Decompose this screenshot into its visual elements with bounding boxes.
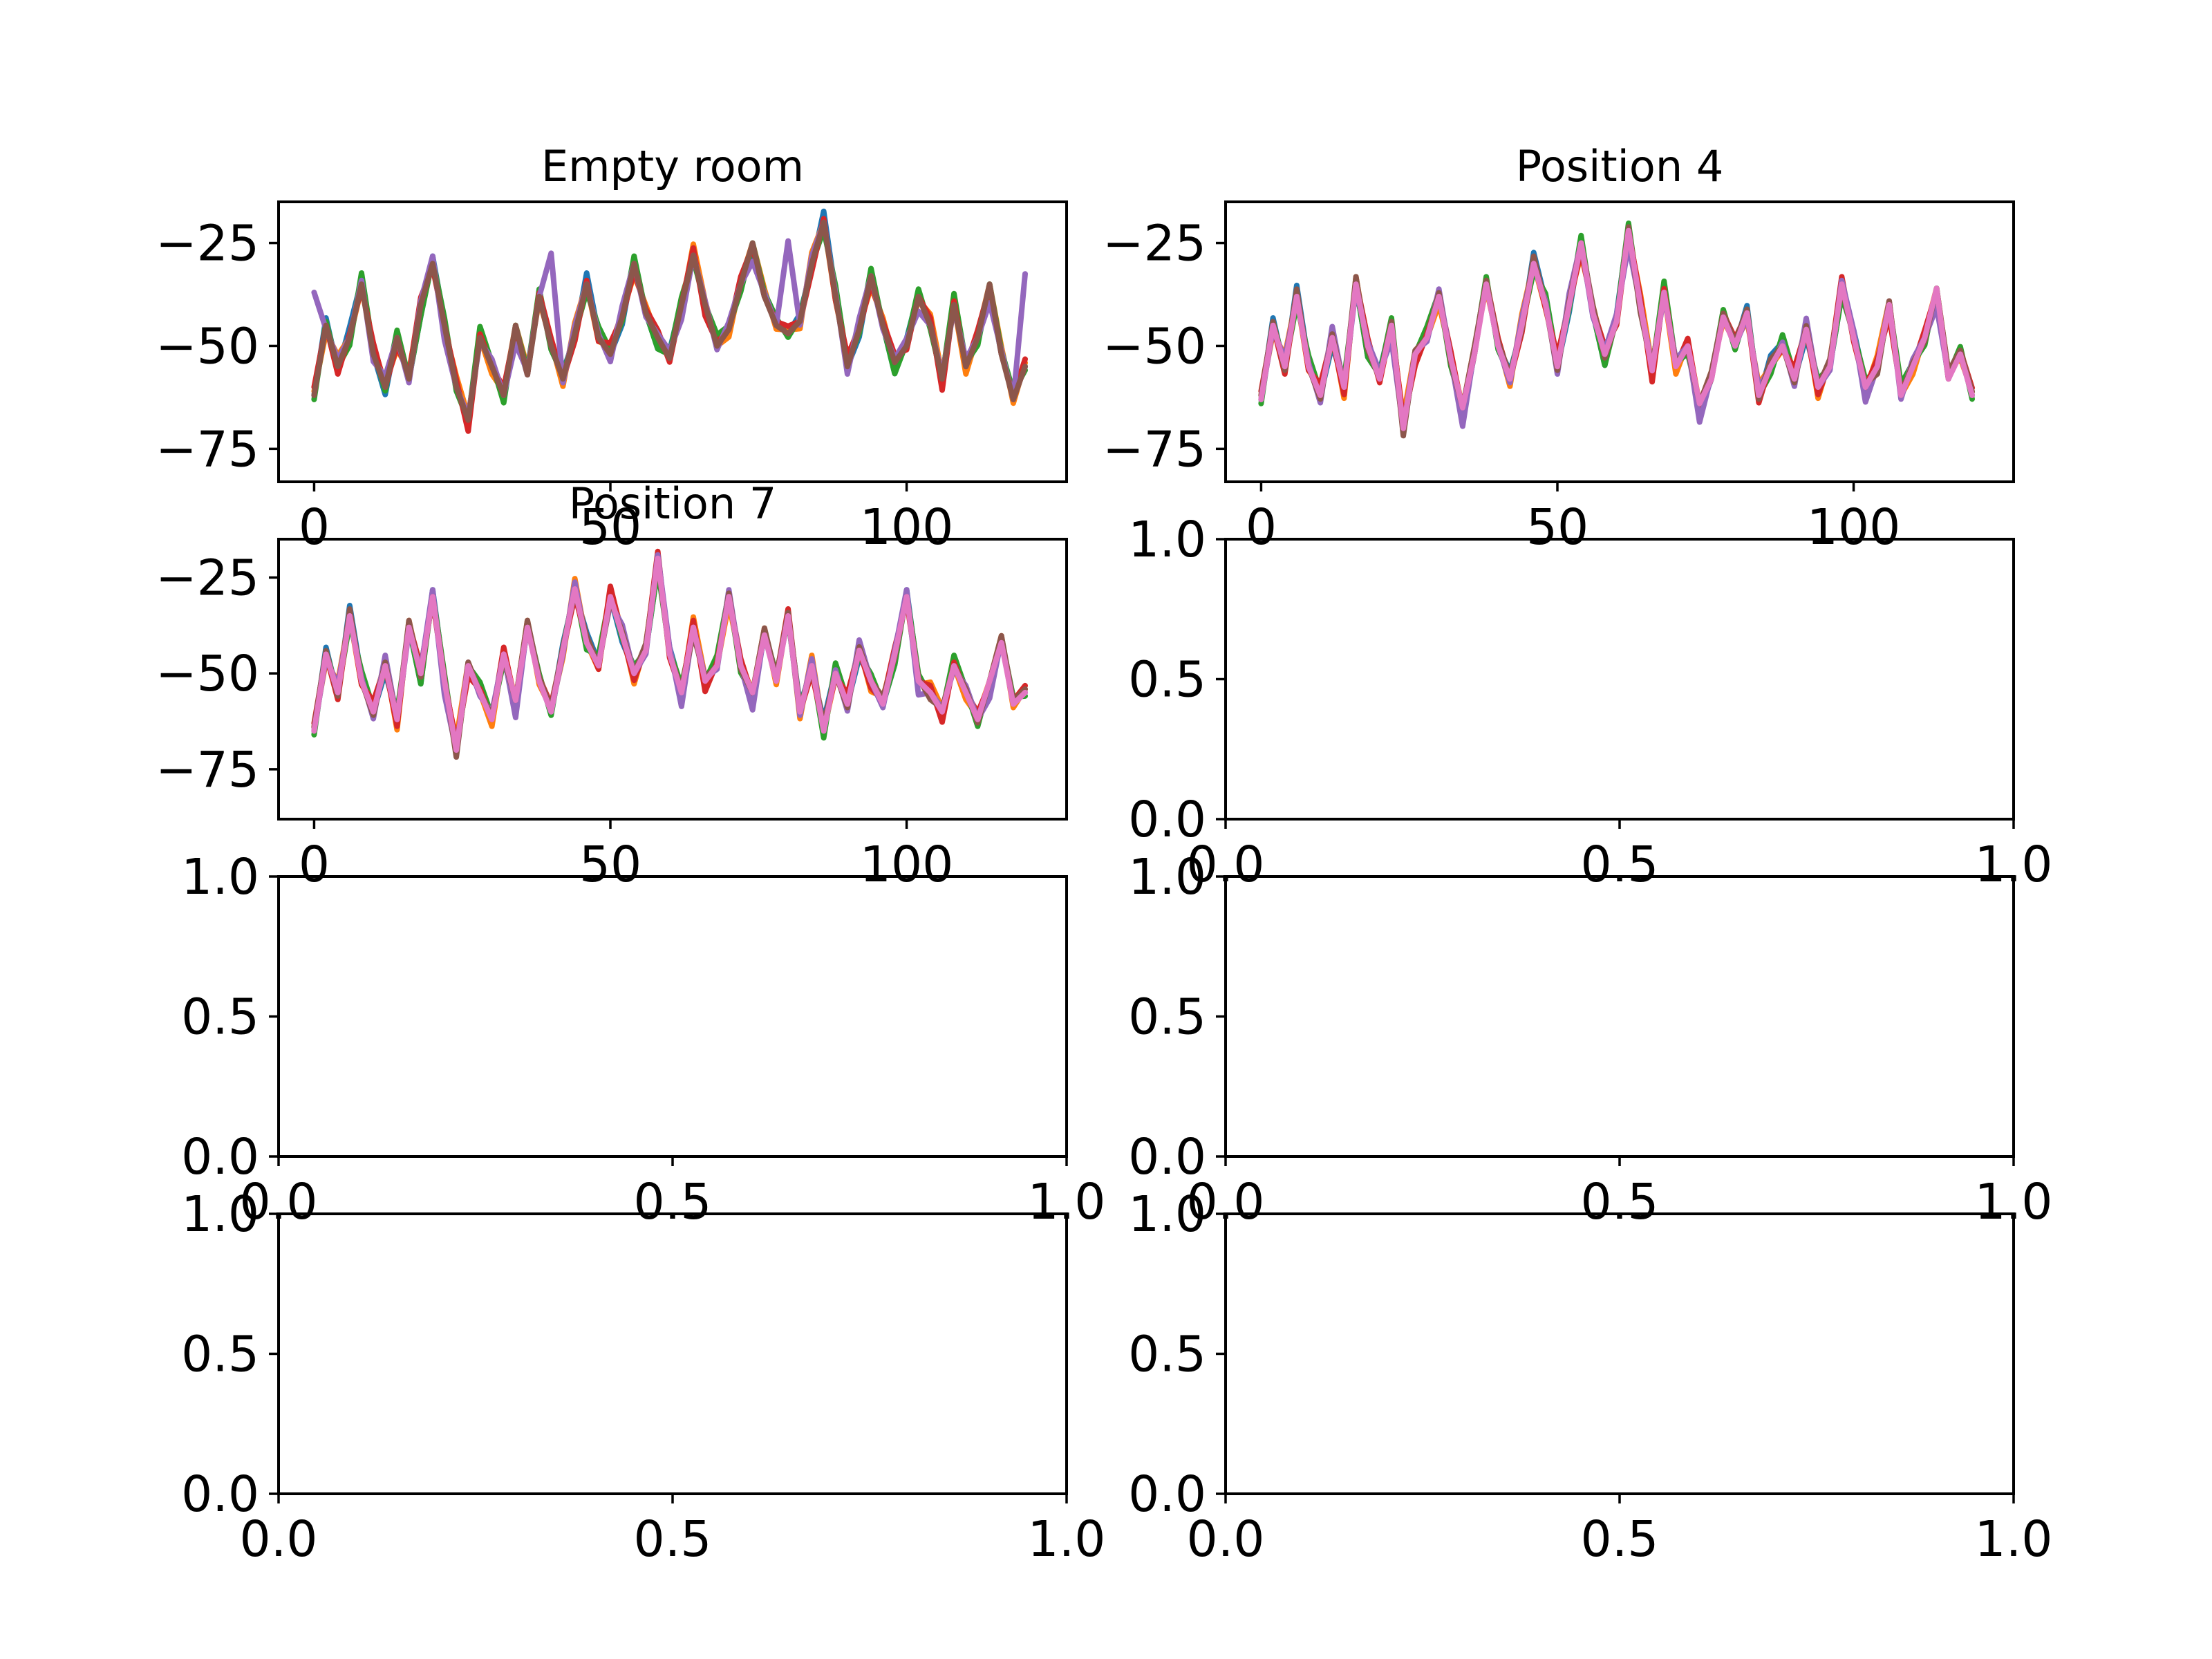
- y-tick-label: 1.0: [181, 1185, 259, 1243]
- y-tick-label: 1.0: [1128, 848, 1206, 906]
- y-tick-label: −25: [1103, 215, 1206, 272]
- y-tick-label: 1.0: [181, 848, 259, 906]
- panel-row-2-right: 0.0 0.5 1.00.00.51.0: [1128, 511, 2052, 893]
- x-tick-label: 50: [579, 498, 641, 556]
- x-tick-label: 0: [1246, 498, 1277, 556]
- y-tick-label: 0.5: [181, 1326, 259, 1383]
- y-tick-label: 0.5: [1128, 651, 1206, 709]
- x-tick-label: 0: [299, 498, 330, 556]
- panel-row-1-right: 0 50 100 −25 −50 −75 Position 4: [1103, 141, 2015, 556]
- x-tick-label: 1.0: [1975, 1510, 2053, 1568]
- panel-title: Empty room: [541, 141, 804, 191]
- x-tick-label: 0.0: [240, 1510, 318, 1568]
- x-tick-label: 0: [299, 836, 330, 893]
- y-tick-label: −75: [156, 741, 259, 798]
- axes-frame: [277, 538, 1068, 821]
- y-tick-label: −25: [156, 215, 259, 272]
- x-tick-label: 100: [1807, 498, 1901, 556]
- panel-row-4-left: 0.0 0.5 1.0 0.0 0.5 1.0: [181, 1185, 1105, 1568]
- y-tick-label: −75: [1103, 420, 1206, 478]
- series-line-6: [311, 219, 1028, 423]
- panel-row-2-left: 0 50 100 −25 −50 −75 Position 7: [156, 478, 1068, 893]
- panel-title: Position 4: [1516, 141, 1724, 191]
- panel-row-4-right: 0.0 0.5 1.0 0.0 0.5 1.0: [1128, 1185, 2052, 1568]
- x-tick-label: 50: [1526, 498, 1588, 556]
- x-tick-label: 0.5: [1581, 1510, 1659, 1568]
- y-tick-label: 0.0: [1128, 791, 1206, 848]
- x-tick-label: 0.5: [634, 1173, 712, 1230]
- y-tick-label: −75: [156, 420, 259, 478]
- axes-frame: [277, 200, 1068, 483]
- x-tick-label: 1.0: [1028, 1510, 1106, 1568]
- x-tick-label: 0.5: [1581, 1173, 1659, 1230]
- x-tick-label: 0.5: [1581, 836, 1659, 893]
- axes-frame: [1224, 200, 2015, 483]
- y-tick-label: −50: [1103, 317, 1206, 375]
- y-tick-label: −25: [156, 549, 259, 606]
- x-tick-label: 100: [860, 498, 954, 556]
- y-tick-label: 0.0: [1128, 1128, 1206, 1185]
- x-tick-label: 100: [860, 836, 954, 893]
- series-line-7: [1258, 227, 1975, 431]
- y-tick-label: −50: [156, 645, 259, 702]
- series-line-7: [311, 555, 1028, 753]
- x-tick-label: 0.0: [1187, 1510, 1265, 1568]
- y-tick-label: 0.0: [181, 1465, 259, 1523]
- panel-row-3-left: 0.0 0.5 1.00.00.51.0: [181, 848, 1105, 1230]
- y-tick-label: 1.0: [1128, 1185, 1206, 1243]
- x-tick-label: 50: [579, 836, 641, 893]
- y-tick-label: 0.0: [1128, 1465, 1206, 1523]
- x-tick-label: 0.5: [634, 1510, 712, 1568]
- y-tick-label: 0.5: [181, 988, 259, 1046]
- y-tick-label: 0.0: [181, 1128, 259, 1185]
- panel-title: Position 7: [569, 478, 777, 529]
- y-tick-label: 1.0: [1128, 511, 1206, 568]
- panel-row-1-left: 0 50 100 −25 −50 −75 Empty room: [156, 141, 1068, 556]
- y-tick-label: −50: [156, 317, 259, 375]
- y-tick-label: 0.5: [1128, 1326, 1206, 1383]
- y-tick-label: 0.5: [1128, 988, 1206, 1046]
